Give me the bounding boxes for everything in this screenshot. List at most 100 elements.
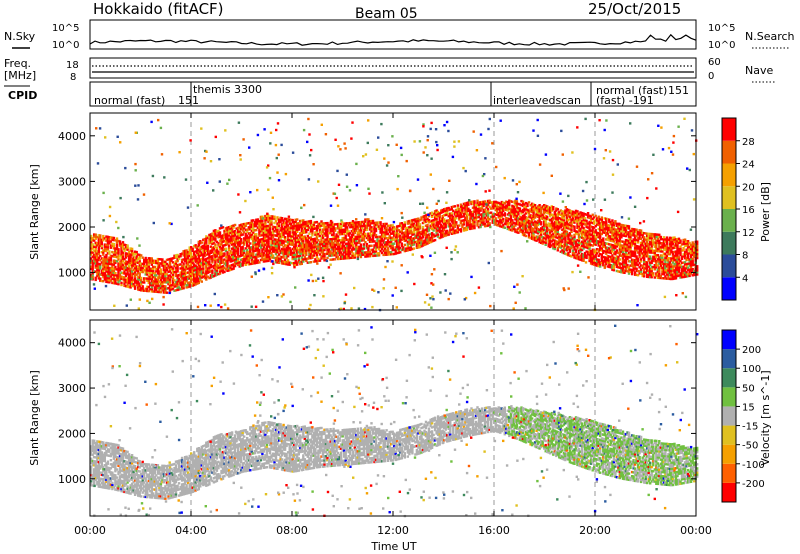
data-cell xyxy=(103,249,106,252)
data-cell xyxy=(471,225,475,228)
data-cell xyxy=(138,257,141,261)
data-cell xyxy=(394,248,397,251)
data-cell xyxy=(161,258,164,261)
data-cell xyxy=(577,233,581,236)
data-cell xyxy=(453,217,456,220)
data-cell xyxy=(277,249,281,252)
data-cell xyxy=(146,259,149,262)
data-cell xyxy=(305,243,308,246)
data-cell xyxy=(311,248,314,251)
data-cell xyxy=(591,262,594,266)
data-cell xyxy=(482,202,485,206)
data-cell xyxy=(424,234,428,238)
data-cell xyxy=(303,247,306,251)
data-cell xyxy=(291,255,294,259)
data-cell xyxy=(385,249,388,252)
data-cell xyxy=(599,234,602,237)
data-cell xyxy=(315,259,319,263)
data-cell xyxy=(608,236,611,240)
data-cell xyxy=(527,213,531,216)
data-cell xyxy=(270,243,273,247)
data-cell xyxy=(115,247,119,251)
data-cell xyxy=(268,237,272,240)
data-cell xyxy=(446,231,449,235)
data-cell xyxy=(536,219,540,223)
data-cell xyxy=(355,227,358,230)
data-cell xyxy=(249,242,252,245)
data-cell xyxy=(117,278,120,282)
data-cell xyxy=(324,222,328,225)
data-cell xyxy=(246,238,249,242)
data-cell xyxy=(415,230,419,233)
data-cell xyxy=(465,208,469,211)
data-cell xyxy=(456,204,459,207)
data-cell xyxy=(100,240,103,244)
data-cell xyxy=(212,231,216,235)
data-cell xyxy=(370,244,373,247)
data-cell xyxy=(249,254,252,257)
data-cell xyxy=(443,222,446,225)
frequency-panel: Freq. [MHz] 18 8 60 0 Nave xyxy=(4,57,775,83)
data-cell xyxy=(456,214,459,217)
data-cell xyxy=(585,225,588,229)
data-cell xyxy=(276,251,279,254)
data-cell xyxy=(108,238,111,241)
data-cell xyxy=(299,248,302,251)
data-cell xyxy=(346,232,349,235)
data-cell xyxy=(386,228,390,232)
data-cell xyxy=(443,214,446,217)
data-cell xyxy=(270,247,273,251)
data-cell xyxy=(112,236,116,240)
data-cell xyxy=(562,243,566,246)
data-cell xyxy=(465,220,469,223)
data-cell xyxy=(582,259,585,262)
data-cell xyxy=(608,265,611,269)
data-cell xyxy=(247,256,250,260)
data-cell xyxy=(462,206,466,210)
data-cell xyxy=(205,257,208,261)
data-cell xyxy=(323,242,326,245)
data-cell xyxy=(90,253,93,256)
data-cell xyxy=(508,213,511,217)
data-cell xyxy=(303,237,306,240)
data-cell xyxy=(152,259,155,262)
data-cell xyxy=(536,213,540,216)
data-cell xyxy=(570,247,573,250)
data-cell xyxy=(100,261,103,264)
data-cell xyxy=(103,274,106,277)
data-cell xyxy=(280,235,284,238)
data-cell xyxy=(573,248,576,251)
data-cell xyxy=(393,228,396,231)
data-cell xyxy=(321,253,325,256)
data-cell xyxy=(227,238,231,241)
data-cell xyxy=(391,230,394,233)
data-cell xyxy=(382,241,385,244)
data-cell xyxy=(449,231,452,234)
data-cell xyxy=(96,252,99,255)
data-cell xyxy=(241,229,244,232)
data-cell xyxy=(400,232,403,235)
data-cell xyxy=(255,255,258,258)
data-cell xyxy=(190,272,193,276)
data-cell xyxy=(555,230,558,233)
data-cell xyxy=(285,263,288,266)
data-cell xyxy=(253,241,256,244)
data-cell xyxy=(130,249,134,253)
data-cell xyxy=(130,251,134,255)
data-cell xyxy=(214,235,217,238)
data-cell xyxy=(543,208,546,211)
data-cell xyxy=(506,201,509,204)
data-cell xyxy=(221,240,225,243)
data-cell xyxy=(318,230,322,234)
data-cell xyxy=(567,247,570,251)
data-cell xyxy=(612,227,616,231)
data-cell xyxy=(286,238,290,241)
data-cell xyxy=(305,224,308,228)
data-cell xyxy=(429,212,432,215)
data-cell xyxy=(99,254,102,258)
data-cell xyxy=(461,225,464,228)
data-cell xyxy=(135,257,138,260)
data-cell xyxy=(606,255,609,258)
data-cell xyxy=(127,275,131,278)
data-cell xyxy=(568,248,572,251)
